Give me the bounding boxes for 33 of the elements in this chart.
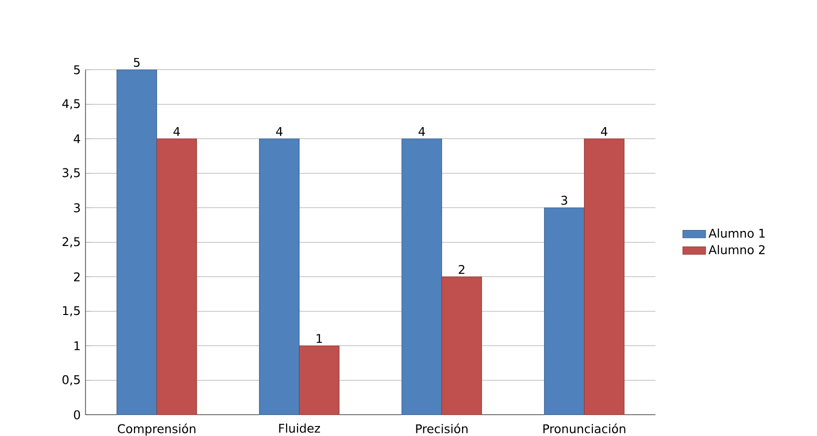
legend-label: Alumno 2 — [708, 244, 765, 254]
y-tick-label: 2,5 — [62, 237, 80, 248]
y-tick-label: 4 — [74, 134, 80, 144]
data-label: 5 — [134, 58, 140, 67]
bar — [402, 138, 442, 416]
x-tick-label: Comprensión — [118, 423, 196, 436]
y-tick-label: 5 — [74, 65, 80, 74]
x-tick-label: Pronunciación — [543, 423, 626, 434]
y-tick-label: 0 — [74, 410, 80, 420]
x-tick-label: Fluidez — [279, 423, 320, 433]
legend-label: Alumno 1 — [708, 228, 765, 238]
y-tick-label: 1,5 — [63, 306, 80, 316]
bar — [544, 208, 585, 416]
bar — [116, 70, 158, 416]
data-label: 1 — [316, 334, 322, 343]
data-label: 4 — [276, 127, 282, 136]
y-tick-label: 3 — [74, 203, 80, 212]
data-label: 2 — [458, 264, 464, 274]
bar — [441, 276, 482, 416]
data-label: 4 — [418, 127, 425, 136]
y-tick-label: 2 — [74, 272, 80, 282]
x-tick-label: Precisión — [416, 423, 468, 434]
data-label: 3 — [561, 196, 568, 205]
data-label: 4 — [173, 127, 180, 136]
bar — [584, 138, 624, 416]
bar — [298, 346, 340, 416]
y-tick-label: 3,5 — [62, 168, 80, 178]
y-tick-label: 1 — [74, 341, 80, 350]
bar — [259, 138, 300, 416]
data-label: 4 — [600, 127, 608, 136]
y-tick-label: 0,5 — [62, 375, 80, 386]
bar — [156, 138, 197, 416]
y-tick-label: 4,5 — [62, 99, 80, 110]
